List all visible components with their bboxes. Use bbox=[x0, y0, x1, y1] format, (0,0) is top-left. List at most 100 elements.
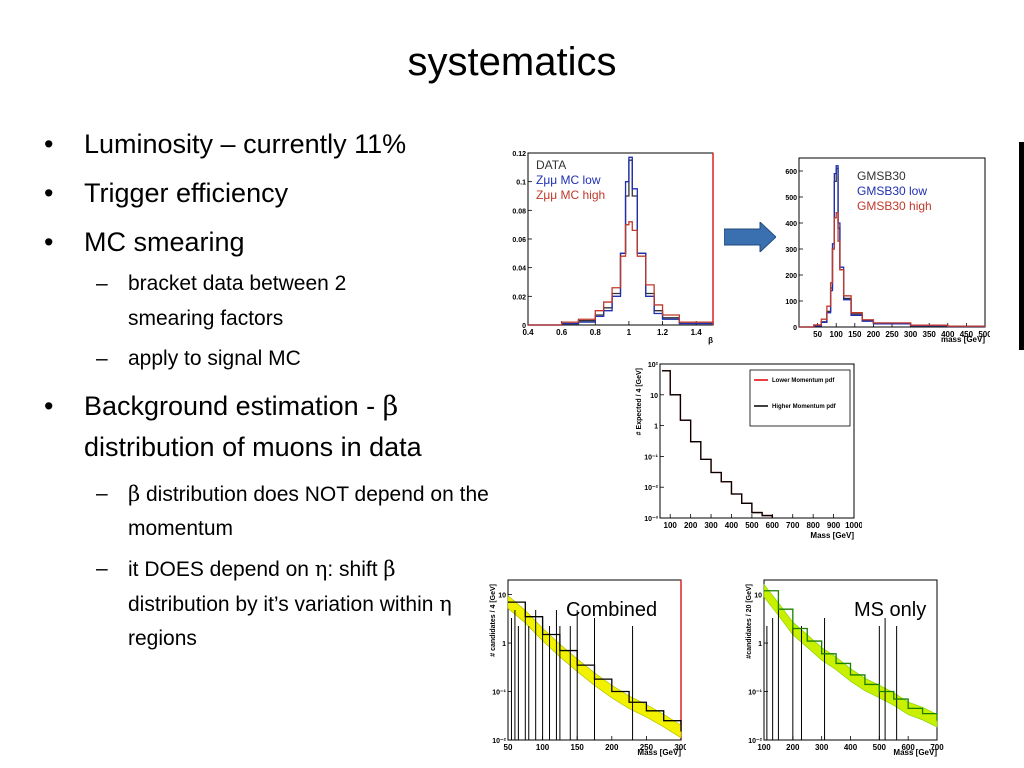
legend-entry: GMSB30 low bbox=[857, 184, 927, 198]
sub-bullet-text: regions bbox=[128, 627, 197, 650]
x-tick-label: 300 bbox=[674, 743, 686, 752]
bullet-mc-smearing: • MC smearing bbox=[42, 226, 512, 258]
bullet-text-pre: Background estimation - bbox=[84, 391, 383, 421]
x-tick-label: 500 bbox=[978, 330, 990, 339]
y-tick-label: 10⁻¹ bbox=[492, 690, 506, 697]
y-tick-label: 0.06 bbox=[512, 237, 526, 244]
sub-bullet-momentum: – β distribution does NOT depend on the … bbox=[42, 477, 508, 546]
y-tick-label: 10 bbox=[650, 393, 658, 400]
y-tick-label: 10⁻² bbox=[748, 738, 762, 745]
bullet-icon: • bbox=[44, 227, 54, 257]
y-tick-label: 0.04 bbox=[512, 266, 526, 273]
bullet-list: • Luminosity – currently 11% • Trigger e… bbox=[42, 128, 512, 662]
legend-entry: GMSB30 high bbox=[857, 199, 932, 213]
x-axis-label: Mass [GeV] bbox=[810, 531, 854, 540]
x-tick-label: 250 bbox=[640, 743, 654, 752]
x-tick-label: 300 bbox=[704, 521, 718, 530]
x-tick-label: 0.8 bbox=[590, 328, 602, 337]
x-tick-label: 1 bbox=[627, 328, 632, 337]
dash-icon: – bbox=[96, 272, 108, 295]
y-tick-label: 500 bbox=[785, 195, 797, 202]
x-tick-label: 400 bbox=[941, 330, 955, 339]
y-tick-label: 0.08 bbox=[512, 208, 526, 215]
bullet-text-post: distribution of muons in data bbox=[84, 432, 422, 462]
y-tick-label: 1 bbox=[502, 641, 506, 648]
series-line-1 bbox=[764, 590, 938, 721]
sub-bullet-text: bracket data between 2 smearing factors bbox=[128, 272, 347, 330]
x-tick-label: 0.6 bbox=[556, 328, 568, 337]
mass-distribution-chart: 50 100 150 200 250 300 350 400 450 500 0 100 200 300 4… bbox=[785, 157, 990, 344]
y-tick-label: 10⁻¹ bbox=[748, 690, 762, 697]
x-tick-label: 50 bbox=[813, 330, 822, 339]
x-tick-label: 150 bbox=[571, 743, 585, 752]
x-tick-label: 900 bbox=[827, 521, 841, 530]
y-tick-label: 300 bbox=[785, 247, 797, 254]
series-line-3 bbox=[799, 211, 986, 328]
y-tick-label: 0.12 bbox=[512, 151, 526, 158]
bullet-text: Trigger efficiency bbox=[84, 178, 289, 208]
sub-bullet-text: it DOES depend on bbox=[128, 558, 315, 581]
x-tick-label: 200 bbox=[605, 743, 619, 752]
sub-bullet-text: apply to signal MC bbox=[128, 347, 301, 370]
sub-bullet-eta: – it DOES depend on η: shift β distribut… bbox=[42, 552, 468, 656]
x-tick-label: 450 bbox=[960, 330, 974, 339]
x-tick-label: 400 bbox=[844, 743, 858, 752]
sub-bullet-text: distribution by it’s variation within bbox=[128, 593, 440, 616]
dash-icon: – bbox=[96, 482, 108, 505]
y-tick-label: 0 bbox=[522, 323, 526, 330]
arrow-right-icon bbox=[724, 222, 776, 252]
y-tick-label: 1 bbox=[654, 424, 658, 431]
y-tick-label: 10 bbox=[754, 593, 762, 600]
bullet-background: • Background estimation - β distribution… bbox=[42, 386, 512, 467]
y-tick-label: 10⁻³ bbox=[644, 516, 658, 523]
y-tick-label: 10⁻² bbox=[492, 738, 506, 745]
series-line-3 bbox=[528, 221, 714, 326]
x-tick-label: 600 bbox=[766, 521, 780, 530]
x-tick-label: 200 bbox=[684, 521, 698, 530]
right-edge-bar bbox=[1019, 142, 1024, 350]
legend-entry: Lower Momentum pdf bbox=[772, 378, 835, 384]
x-tick-label: 200 bbox=[786, 743, 800, 752]
legend-entry: Zμμ MC low bbox=[536, 173, 601, 187]
sub-bullet-text: : shift bbox=[327, 558, 384, 581]
dash-icon: – bbox=[96, 557, 108, 580]
legend-entry: DATA bbox=[536, 158, 566, 172]
sub-bullet-bracket: – bracket data between 2 smearing factor… bbox=[42, 266, 428, 336]
legend-entry: Zμμ MC high bbox=[536, 188, 605, 202]
bullet-text: Luminosity – currently 11% bbox=[84, 129, 407, 159]
slide-title: systematics bbox=[407, 40, 617, 84]
y-tick-label: 0.1 bbox=[516, 180, 526, 187]
x-tick-label: 500 bbox=[873, 743, 887, 752]
eta-symbol: η bbox=[314, 557, 328, 581]
y-axis-label: #candidates / 20 [GeV] bbox=[746, 584, 753, 659]
y-tick-label: 0 bbox=[793, 325, 797, 332]
legend-entry: GMSB30 bbox=[857, 169, 906, 183]
x-tick-label: 400 bbox=[725, 521, 739, 530]
chart-annotation: MS only bbox=[854, 599, 926, 621]
y-tick-label: 200 bbox=[785, 273, 797, 280]
ms-only-candidates-chart: 100 200 300 400 500 600 700 10⁻² 10⁻¹ 1 10 Mass [Ge… bbox=[746, 579, 944, 757]
beta-symbol: β bbox=[383, 557, 396, 581]
x-tick-label: 300 bbox=[904, 330, 918, 339]
y-tick-label: 600 bbox=[785, 169, 797, 176]
x-axis-label: Mass [GeV] bbox=[893, 748, 937, 757]
x-tick-label: 700 bbox=[930, 743, 944, 752]
x-tick-label: 200 bbox=[867, 330, 881, 339]
y-axis-label: # Expected / 4 [GeV] bbox=[636, 368, 643, 435]
y-tick-label: 10⁻¹ bbox=[644, 454, 658, 461]
x-tick-label: 100 bbox=[757, 743, 771, 752]
x-tick-label: 600 bbox=[901, 743, 915, 752]
legend-entry: Higher Momentum pdf bbox=[772, 404, 837, 410]
bullet-icon: • bbox=[44, 391, 54, 421]
series-line-1 bbox=[508, 601, 682, 732]
bullet-text: MC smearing bbox=[84, 227, 245, 257]
x-tick-label: 100 bbox=[664, 521, 678, 530]
x-tick-label: 300 bbox=[815, 743, 829, 752]
x-tick-label: 100 bbox=[536, 743, 550, 752]
x-axis-label: β bbox=[708, 336, 713, 345]
bullet-trigger: • Trigger efficiency bbox=[42, 177, 512, 209]
x-tick-label: 500 bbox=[745, 521, 759, 530]
x-tick-label: 0.4 bbox=[522, 328, 534, 337]
x-axis-label: Mass [GeV] bbox=[637, 748, 681, 757]
y-tick-label: 100 bbox=[785, 299, 797, 306]
